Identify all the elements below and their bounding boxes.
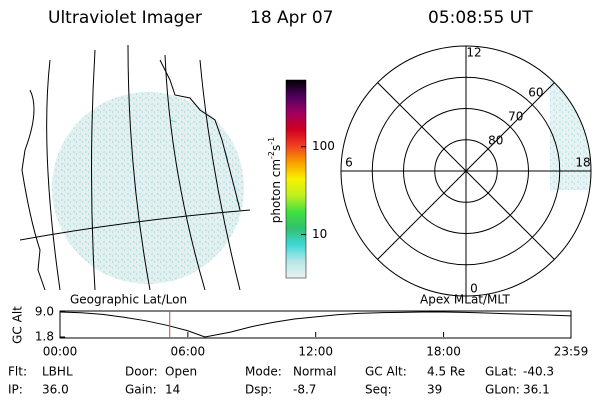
y-axis-label: GC Alt xyxy=(11,306,25,344)
field-value: -40.3 xyxy=(523,365,554,379)
field-value: 36.1 xyxy=(523,383,550,397)
geographic-map xyxy=(20,44,251,290)
footer: Flt: LBHL Door: Open Mode: Normal GC Alt: 4.5 R… xyxy=(8,365,554,397)
panel-label: Apex MLat/MLT xyxy=(420,293,510,307)
x-tick-label: 06:00 xyxy=(171,345,206,359)
field-value: 36.0 xyxy=(42,383,69,397)
field-label: Door: xyxy=(125,365,158,379)
mlt-label: 6 xyxy=(345,156,353,170)
field-label: Gain: xyxy=(125,383,157,397)
field-value: Normal xyxy=(293,365,336,379)
colorbar-label: photon cm-2s-1 xyxy=(267,137,283,224)
y-tick-label: 1.8 xyxy=(35,330,54,344)
mlt-label: 0 xyxy=(470,282,478,296)
time: 05:08:55 UT xyxy=(428,8,533,28)
field-value: 4.5 Re xyxy=(427,365,465,379)
date: 18 Apr 07 xyxy=(250,8,333,28)
field-label: GLon: xyxy=(485,383,520,397)
earth-image xyxy=(52,92,244,284)
field-label: Flt: xyxy=(8,365,27,379)
field-value: 39 xyxy=(427,383,442,397)
x-tick-label: 12:00 xyxy=(298,345,333,359)
field-value: -8.7 xyxy=(293,383,316,397)
colorbar-tick-label: 10 xyxy=(312,227,327,241)
diagonal xyxy=(377,82,555,260)
lat-label: 70 xyxy=(508,110,523,124)
x-tick-label: 00:00 xyxy=(43,345,78,359)
field-label: Mode: xyxy=(245,365,282,379)
field-label: Dsp: xyxy=(245,383,272,397)
field-label: Seq: xyxy=(365,383,392,397)
x-tick-label: 23:59 xyxy=(554,345,589,359)
orbit-plot: GC Alt 9.0 1.800:00 06:00 12:00 18:00 23:59 xyxy=(11,305,589,359)
colorbar-tick-label: 100 xyxy=(312,139,335,153)
panel-label: Geographic Lat/Lon xyxy=(70,293,187,307)
title: Ultraviolet Imager xyxy=(48,8,202,28)
field-label: GC Alt: xyxy=(365,365,407,379)
field-label: GLat: xyxy=(485,365,517,379)
plot-frame xyxy=(59,310,572,339)
lat-label: 60 xyxy=(528,86,543,100)
oval-image xyxy=(550,80,591,190)
field-value: 14 xyxy=(165,383,180,397)
field-value: Open xyxy=(165,365,197,379)
y-tick-label: 9.0 xyxy=(35,305,54,319)
mlt-label: 18 xyxy=(575,156,590,170)
field-value: LBHL xyxy=(42,365,73,379)
mlt-label: 12 xyxy=(466,46,481,60)
colorbar: photon cm-2s-1 10 100 xyxy=(267,79,335,279)
colorbar-scale xyxy=(285,79,307,279)
field-label: IP: xyxy=(8,383,23,397)
altitude-line xyxy=(59,311,572,338)
x-tick-label: 18:00 xyxy=(426,345,461,359)
